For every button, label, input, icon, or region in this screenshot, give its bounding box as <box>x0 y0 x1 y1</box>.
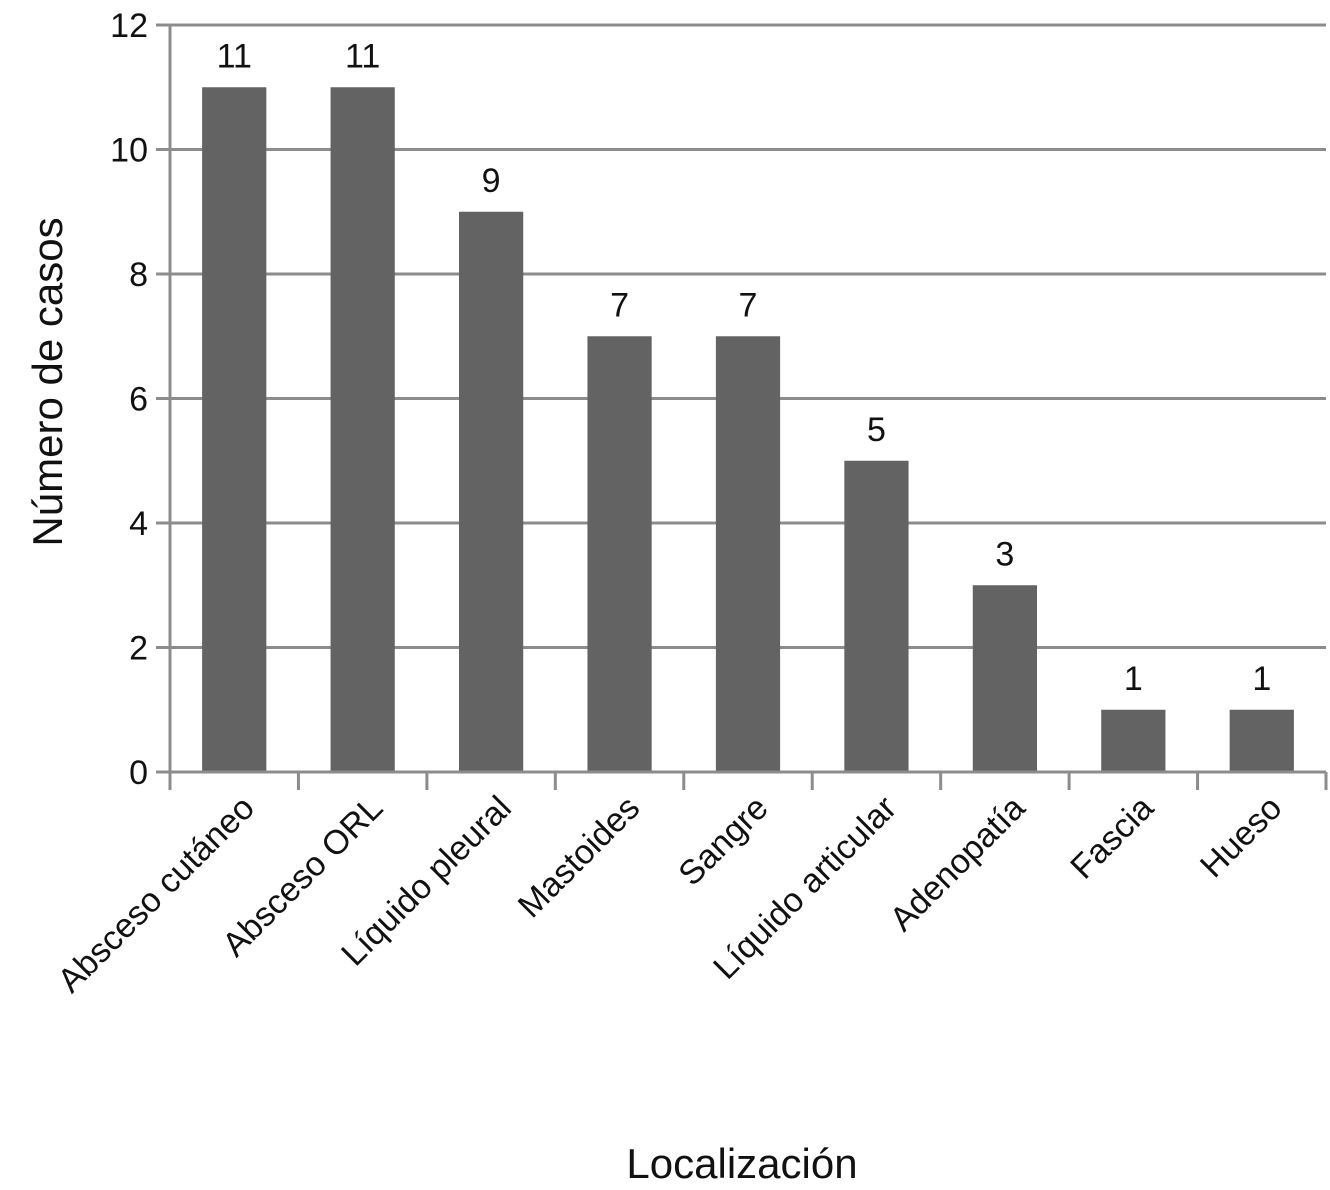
bar-7 <box>972 585 1037 772</box>
data-label-6: 5 <box>867 411 886 449</box>
bar-2 <box>330 87 395 772</box>
data-label-5: 7 <box>739 286 758 324</box>
y-tick-label-10: 10 <box>110 132 148 170</box>
y-tick-label-4: 4 <box>129 505 148 543</box>
data-label-7: 3 <box>995 535 1014 573</box>
y-tick-label-2: 2 <box>129 630 148 668</box>
x-tick-label-7: Adenopatía <box>883 789 1033 939</box>
x-tick-label-1: Absceso cutáneo <box>51 789 262 1000</box>
y-axis-title: Número de casos <box>24 217 71 546</box>
x-axis-title: Localización <box>626 1140 857 1187</box>
bar-8 <box>1101 709 1166 772</box>
bar-3 <box>459 211 524 772</box>
data-label-9: 1 <box>1252 660 1271 698</box>
x-tick-label-9: Hueso <box>1193 789 1289 885</box>
x-tick-label-4: Mastoides <box>511 789 647 925</box>
bar-1 <box>202 87 267 772</box>
bars <box>202 87 1294 772</box>
y-tick-label-6: 6 <box>129 381 148 419</box>
bar-4 <box>587 336 652 772</box>
axes <box>156 23 1328 790</box>
data-label-8: 1 <box>1124 660 1143 698</box>
bar-9 <box>1229 709 1294 772</box>
data-label-2: 11 <box>345 37 380 75</box>
y-tick-label-0: 0 <box>129 754 148 792</box>
data-label-3: 9 <box>482 162 501 200</box>
y-tick-label-12: 12 <box>110 7 148 45</box>
y-tick-label-8: 8 <box>129 256 148 294</box>
x-tick-label-8: Fascia <box>1063 789 1161 887</box>
data-label-4: 7 <box>610 286 629 324</box>
bar-5 <box>715 336 781 772</box>
bar-6 <box>844 460 909 772</box>
data-label-1: 11 <box>217 37 252 75</box>
x-tick-label-5: Sangre <box>671 789 775 893</box>
